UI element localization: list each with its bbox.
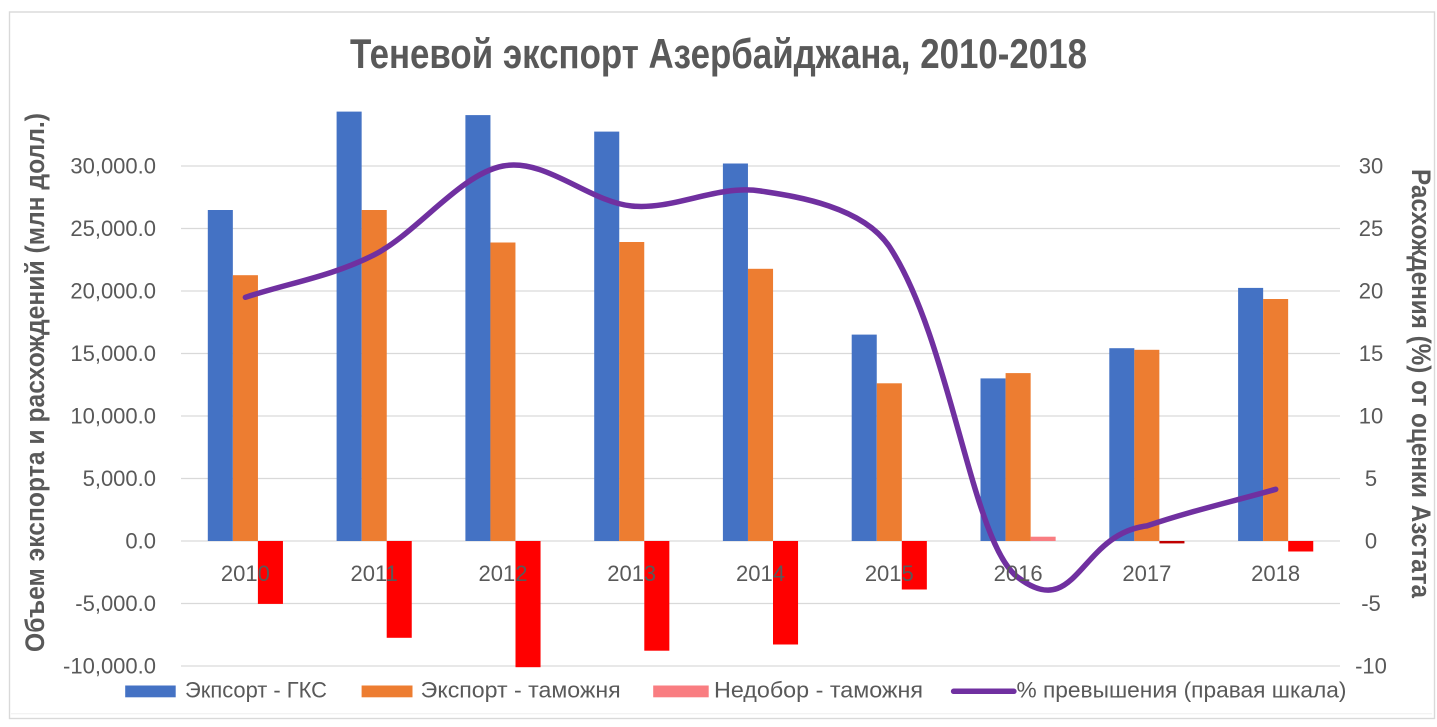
svg-text:2011: 2011 (351, 561, 398, 586)
svg-text:Объем экспорта и расхождений (: Объем экспорта и расхождений (млн долл.) (20, 113, 50, 652)
svg-text:-10: -10 (1355, 653, 1387, 678)
svg-text:5,000.0: 5,000.0 (83, 466, 156, 491)
svg-text:Недобор - таможня: Недобор - таможня (714, 678, 923, 703)
svg-text:Расхождения (%) от оценки Азст: Расхождения (%) от оценки Азстата (1406, 169, 1436, 599)
svg-text:Экспорт - таможня: Экспорт - таможня (421, 678, 621, 703)
svg-text:2012: 2012 (479, 561, 528, 586)
svg-text:10,000.0: 10,000.0 (70, 403, 156, 428)
svg-text:2015: 2015 (865, 561, 914, 586)
svg-text:2018: 2018 (1251, 561, 1300, 586)
svg-text:0.0: 0.0 (125, 528, 156, 553)
svg-text:10: 10 (1359, 403, 1383, 428)
svg-text:Экпсорт - ГКС: Экпсорт - ГКС (185, 678, 327, 703)
svg-text:-5: -5 (1361, 591, 1381, 616)
svg-text:25: 25 (1359, 216, 1383, 241)
svg-text:-5,000.0: -5,000.0 (75, 591, 156, 616)
svg-text:2010: 2010 (221, 561, 270, 586)
svg-text:25,000.0: 25,000.0 (70, 216, 156, 241)
svg-text:20,000.0: 20,000.0 (70, 278, 156, 303)
svg-text:20: 20 (1359, 278, 1383, 303)
svg-text:2013: 2013 (607, 561, 656, 586)
svg-text:5: 5 (1365, 466, 1377, 491)
svg-text:15,000.0: 15,000.0 (70, 341, 156, 366)
svg-text:Теневой экспорт Азербайджана,: Теневой экспорт Азербайджана, 2010-2018 (350, 30, 1087, 77)
svg-text:2017: 2017 (1122, 561, 1171, 586)
svg-text:2014: 2014 (736, 561, 785, 586)
svg-text:15: 15 (1359, 341, 1383, 366)
svg-text:30: 30 (1359, 153, 1383, 178)
svg-text:-10,000.0: -10,000.0 (63, 653, 156, 678)
svg-text:2016: 2016 (994, 561, 1043, 586)
svg-text:0: 0 (1365, 528, 1377, 553)
svg-text:30,000.0: 30,000.0 (70, 153, 156, 178)
svg-text:% превышения (правая шкала): % превышения (правая шкала) (1017, 678, 1347, 703)
